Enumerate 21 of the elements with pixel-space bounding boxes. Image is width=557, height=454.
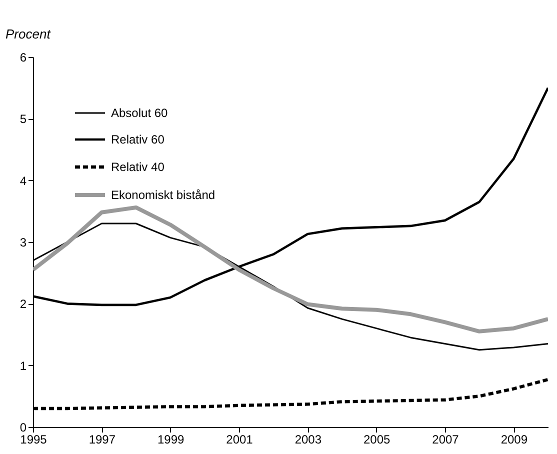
x-tick-label: 2003 bbox=[294, 432, 322, 446]
y-tick-label: 1 bbox=[20, 358, 27, 373]
x-tick-label: 2001 bbox=[226, 432, 254, 446]
legend-label: Absolut 60 bbox=[111, 106, 168, 120]
y-tick-label: 6 bbox=[20, 50, 27, 64]
y-tick-label: 5 bbox=[20, 112, 27, 126]
x-tick-label: 1999 bbox=[157, 432, 185, 446]
line-series bbox=[33, 205, 548, 334]
y-tick-label: 0 bbox=[20, 420, 27, 434]
y-tick-label: 4 bbox=[20, 174, 27, 188]
y-tick-label: 2 bbox=[20, 297, 27, 312]
y-tick-label: 3 bbox=[20, 236, 27, 250]
x-tick-label: 2009 bbox=[500, 432, 528, 446]
y-axis-title: Procent bbox=[6, 26, 52, 42]
x-tick-label: 1995 bbox=[20, 432, 48, 446]
legend-label: Ekonomiskt bistånd bbox=[111, 188, 216, 202]
legend-label: Relativ 40 bbox=[111, 160, 165, 174]
x-tick-label: 2005 bbox=[363, 432, 391, 446]
x-tick-label: 2007 bbox=[432, 432, 460, 446]
x-tick-label: 1997 bbox=[88, 432, 116, 446]
legend-label: Relativ 60 bbox=[111, 132, 165, 146]
